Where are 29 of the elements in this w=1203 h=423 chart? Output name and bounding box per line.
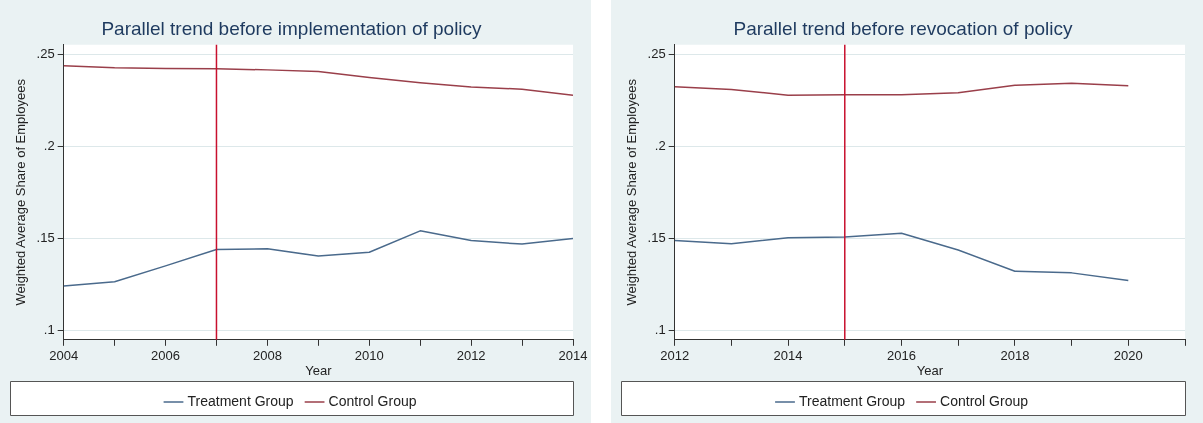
x-tick-label: 2006: [151, 348, 180, 364]
legend-label: Control Group: [940, 392, 1029, 409]
y-tick-label: .2: [43, 137, 55, 153]
y-tick-label: .15: [647, 229, 666, 245]
x-axis-title: Year: [916, 362, 944, 378]
x-tick-label: 2004: [49, 348, 79, 364]
x-tick-label: 2012: [660, 348, 690, 364]
legend-label: Treatment Group: [187, 392, 294, 409]
y-axis-title: Weighted Average Share of Employees: [13, 78, 29, 306]
y-tick-label: .2: [654, 137, 666, 153]
y-tick-label: .25: [647, 45, 666, 61]
x-tick-label: 2016: [887, 348, 916, 364]
x-tick-label: 2012: [456, 348, 486, 364]
legend-label: Control Group: [328, 392, 417, 409]
y-tick-label: .15: [36, 229, 55, 245]
x-axis-title: Year: [305, 362, 333, 378]
x-tick-label: 2008: [252, 348, 282, 364]
x-tick-label: 2018: [1000, 348, 1030, 364]
x-tick-label: 2014: [558, 348, 588, 364]
legend-label: Treatment Group: [798, 392, 906, 409]
chart-title: Parallel trend before implementation of policy: [101, 17, 483, 39]
x-tick-label: 2010: [354, 348, 384, 364]
x-tick-label: 2014: [773, 348, 803, 364]
y-tick-label: .1: [43, 322, 55, 338]
x-tick-label: 2020: [1113, 348, 1143, 364]
y-tick-label: .25: [36, 45, 55, 61]
y-axis-title: Weighted Average Share of Employees: [624, 78, 640, 306]
y-tick-label: .1: [654, 322, 666, 338]
chart-title: Parallel trend before revocation of policy: [733, 17, 1074, 39]
